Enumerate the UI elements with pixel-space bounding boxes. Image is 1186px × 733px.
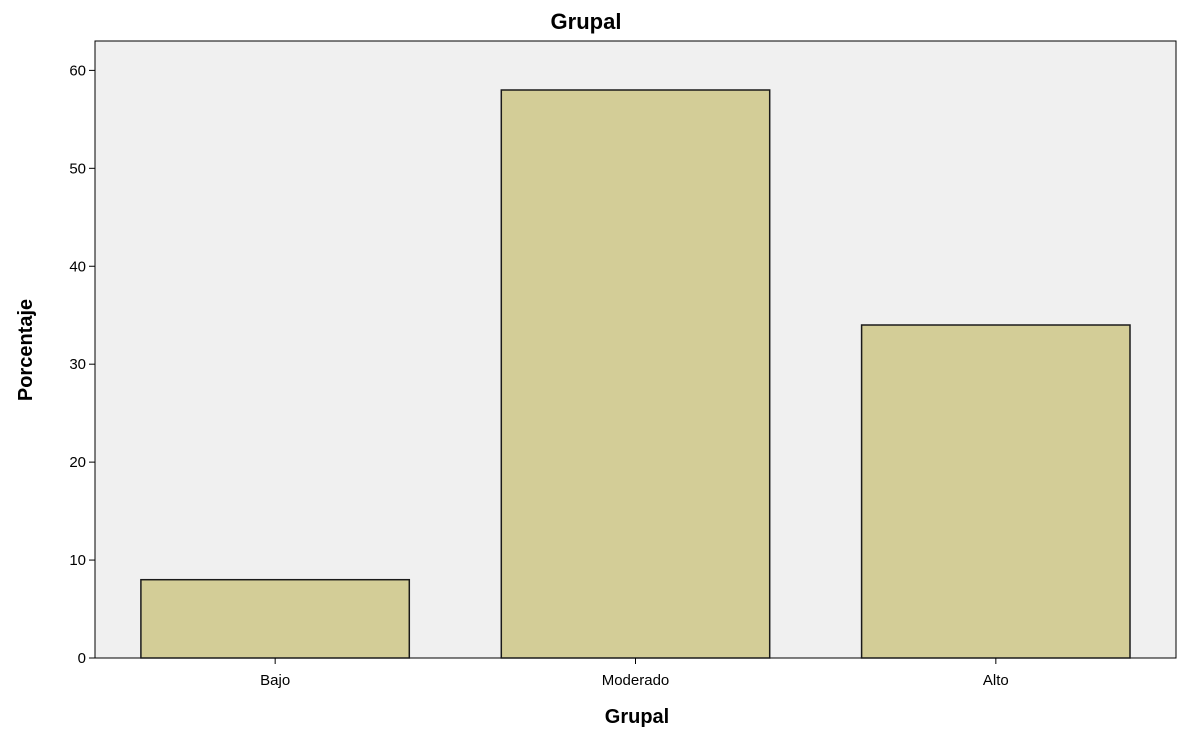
y-tick-label: 30 [69, 356, 86, 373]
x-tick-label: Moderado [602, 672, 670, 689]
bar-alto [860, 324, 1131, 659]
y-tick-label: 0 [78, 650, 86, 667]
bar-moderado [500, 89, 771, 659]
bars-group [140, 89, 1131, 659]
bar-bajo [140, 578, 411, 659]
y-tick-label: 60 [69, 62, 86, 79]
y-axis-title: Porcentaje [15, 299, 37, 401]
x-tick-label: Alto [983, 672, 1009, 689]
x-tick-label: Bajo [260, 672, 290, 689]
chart-title: Grupal [551, 9, 622, 34]
x-axis-title: Grupal [605, 706, 669, 728]
y-tick-label: 10 [69, 552, 86, 569]
y-tick-label: 20 [69, 454, 86, 471]
y-tick-label: 50 [69, 160, 86, 177]
y-tick-label: 40 [69, 258, 86, 275]
x-axis-ticks: Bajo Moderado Alto [260, 658, 1009, 689]
y-axis-ticks: 0 10 20 30 40 50 60 [69, 62, 95, 667]
